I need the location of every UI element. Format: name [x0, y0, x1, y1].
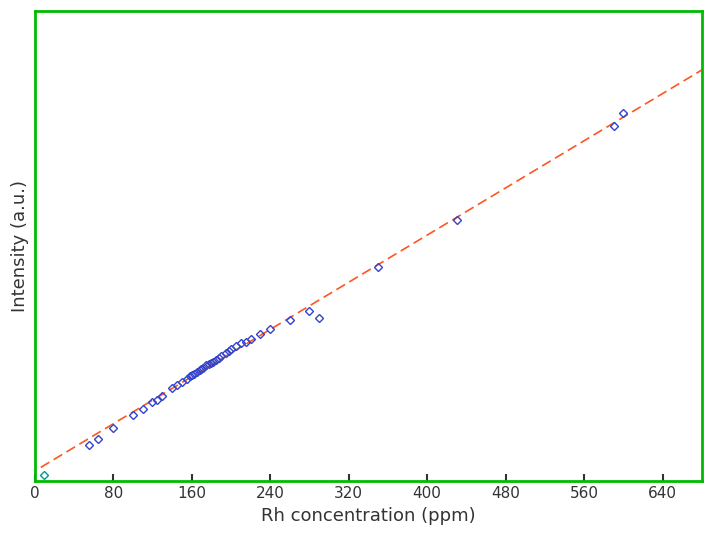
Y-axis label: Intensity (a.u.): Intensity (a.u.)	[11, 180, 29, 312]
X-axis label: Rh concentration (ppm): Rh concentration (ppm)	[261, 507, 476, 525]
